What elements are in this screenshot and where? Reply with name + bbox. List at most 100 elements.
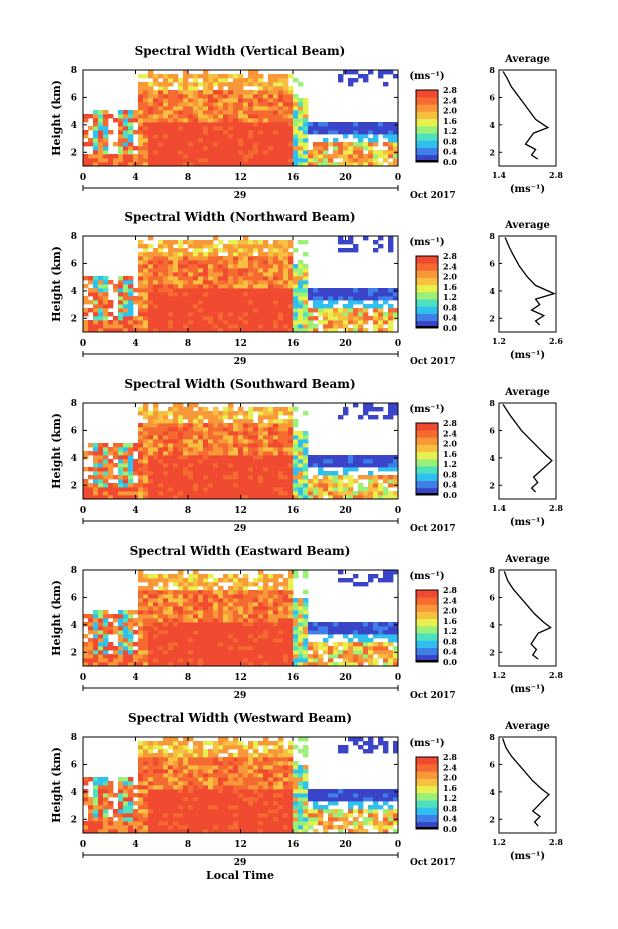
y-axis-label: Height (km)	[50, 747, 63, 823]
colorbar-tick-label: 0.8	[443, 302, 457, 312]
colorbar-tick-label: 2.0	[443, 272, 457, 282]
colorbar-tick-label: 1.6	[443, 116, 457, 126]
colorbar-tick-label: 2.4	[443, 95, 457, 105]
x-tick-label: 8	[185, 840, 191, 850]
average-profile-panel: Average 2 4 6 8 1.2 2.8 (ms⁻¹)	[489, 554, 563, 695]
avg-y-tick-label: 2	[489, 313, 495, 323]
colorbar: (ms⁻¹) 0.00.40.81.21.62.02.42.8	[409, 571, 457, 667]
panel-title: Spectral Width (Southward Beam)	[124, 377, 355, 391]
x-tick-label: 0	[395, 506, 401, 516]
heatmap-cells	[83, 737, 399, 834]
y-axis-label: Height (km)	[50, 246, 63, 322]
avg-y-tick-label: 2	[489, 147, 495, 157]
x-tick-label: 16	[287, 673, 300, 683]
colorbar-tick-label: 0.4	[443, 647, 457, 657]
avg-y-tick-label: 8	[489, 65, 495, 75]
colorbar-tick-label: 2.4	[443, 762, 457, 772]
x-tick-label: 20	[339, 673, 352, 683]
average-title: Average	[504, 387, 550, 398]
beam-panel-3: Spectral Width (Southward Beam) 2 4 6 8 Heigh…	[50, 377, 563, 534]
panel-title: Spectral Width (Vertical Beam)	[135, 44, 346, 58]
x-tick-label: 0	[80, 840, 86, 850]
x-tick-label: 12	[234, 506, 247, 516]
date-label: 29	[234, 191, 247, 201]
average-title: Average	[504, 220, 550, 231]
avg-x-tick-label: 1.2	[492, 837, 506, 847]
y-tick-label: 2	[71, 648, 77, 658]
colorbar-tick-label: 0.4	[443, 480, 457, 490]
y-tick-label: 4	[71, 788, 77, 798]
x-tick-label: 8	[185, 506, 191, 516]
x-tick-label: 0	[80, 673, 86, 683]
avg-y-tick-label: 6	[489, 425, 495, 435]
heatmap-cells	[83, 236, 399, 333]
average-title: Average	[504, 54, 550, 65]
colorbar-tick-label: 0.8	[443, 469, 457, 479]
colorbar-unit: (ms⁻¹)	[409, 738, 444, 749]
colorbar-tick-label: 2.4	[443, 261, 457, 271]
avg-y-tick-label: 6	[489, 592, 495, 602]
x-tick-label: 0	[395, 339, 401, 349]
avg-x-tick-label: 2.8	[549, 170, 563, 180]
month-label: Oct 2017	[410, 524, 456, 534]
x-tick-label: 20	[339, 339, 352, 349]
month-label: Oct 2017	[410, 191, 456, 201]
x-tick-label: 4	[132, 339, 138, 349]
colorbar-tick-label: 1.2	[443, 459, 457, 469]
x-tick-label: 0	[80, 173, 86, 183]
avg-y-tick-label: 2	[489, 647, 495, 657]
avg-y-tick-label: 6	[489, 92, 495, 102]
date-label: 29	[234, 691, 247, 701]
month-label: Oct 2017	[410, 858, 456, 868]
colorbar-tick-label: 1.2	[443, 292, 457, 302]
avg-y-tick-label: 4	[489, 620, 495, 630]
colorbar-tick-label: 2.0	[443, 106, 457, 116]
colorbar: (ms⁻¹) 0.00.40.81.21.62.02.42.8	[409, 738, 457, 834]
y-tick-label: 6	[71, 760, 77, 770]
y-tick-label: 8	[71, 399, 77, 409]
average-profile-line	[504, 237, 556, 326]
avg-x-tick-label: 2.8	[549, 670, 563, 680]
y-axis-label: Height (km)	[50, 580, 63, 656]
x-tick-label: 12	[234, 339, 247, 349]
x-tick-label: 4	[132, 173, 138, 183]
average-profile-line	[503, 571, 552, 660]
x-tick-label: 8	[185, 673, 191, 683]
beam-panel-5: Spectral Width (Westward Beam) 2 4 6 8 Height…	[50, 711, 563, 868]
colorbar-tick-label: 2.4	[443, 595, 457, 605]
avg-unit: (ms⁻¹)	[510, 350, 545, 361]
colorbar-tick-label: 2.0	[443, 773, 457, 783]
x-tick-label: 0	[395, 673, 401, 683]
colorbar-tick-label: 0.4	[443, 814, 457, 824]
avg-unit: (ms⁻¹)	[510, 517, 545, 528]
colorbar-unit: (ms⁻¹)	[409, 571, 444, 582]
colorbar-unit: (ms⁻¹)	[409, 71, 444, 82]
x-tick-label: 0	[80, 339, 86, 349]
avg-y-tick-label: 8	[489, 732, 495, 742]
panel-title: Spectral Width (Westward Beam)	[128, 711, 352, 725]
y-tick-label: 8	[71, 66, 77, 76]
date-label: 29	[234, 858, 247, 868]
panel-title: Spectral Width (Northward Beam)	[124, 210, 355, 224]
avg-y-tick-label: 8	[489, 231, 495, 241]
avg-x-tick-label: 1.2	[492, 336, 506, 346]
average-profile-panel: Average 2 4 6 8 1.4 2.8 (ms⁻¹)	[489, 387, 563, 528]
colorbar-tick-label: 2.8	[443, 251, 457, 261]
colorbar-tick-label: 2.8	[443, 585, 457, 595]
x-tick-label: 4	[132, 506, 138, 516]
colorbar-tick-label: 0.0	[443, 657, 457, 667]
colorbar-tick-label: 2.8	[443, 85, 457, 95]
x-tick-label: 4	[132, 673, 138, 683]
avg-x-tick-label: 1.4	[492, 503, 506, 513]
x-tick-label: 0	[80, 506, 86, 516]
avg-y-tick-label: 6	[489, 759, 495, 769]
colorbar-unit: (ms⁻¹)	[409, 237, 444, 248]
y-tick-label: 2	[71, 815, 77, 825]
avg-y-tick-label: 8	[489, 398, 495, 408]
avg-x-tick-label: 1.4	[492, 170, 506, 180]
y-tick-label: 6	[71, 93, 77, 103]
avg-y-tick-label: 2	[489, 814, 495, 824]
y-tick-label: 8	[71, 232, 77, 242]
avg-x-tick-label: 2.8	[549, 837, 563, 847]
